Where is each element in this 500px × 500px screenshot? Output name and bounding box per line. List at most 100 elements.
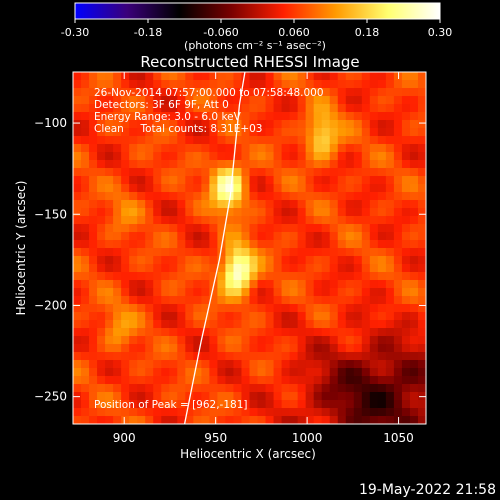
heatmap-cell [353, 384, 363, 393]
heatmap-cell [393, 344, 403, 353]
heatmap-cell [153, 328, 162, 337]
heatmap-cell [233, 344, 243, 353]
heatmap-cell [329, 104, 339, 113]
heatmap-cell [177, 368, 186, 377]
heatmap-cell [353, 288, 363, 297]
heatmap-cell [241, 288, 251, 297]
heatmap-cell [401, 128, 411, 137]
heatmap-cell [73, 360, 82, 369]
heatmap-cell [73, 272, 82, 281]
heatmap-cell [129, 88, 138, 97]
heatmap-cell [201, 304, 210, 313]
heatmap-cell [161, 256, 170, 265]
heatmap-cell [409, 120, 419, 129]
heatmap-cell [321, 224, 331, 233]
heatmap-cell [305, 256, 315, 265]
heatmap-cell [81, 192, 90, 201]
heatmap-cell [97, 272, 106, 281]
heatmap-cell [217, 112, 227, 121]
heatmap-cell [89, 408, 98, 417]
heatmap-cell [113, 408, 122, 417]
heatmap-cell [241, 376, 251, 385]
heatmap-cell [177, 224, 186, 233]
heatmap-cell [297, 104, 307, 113]
heatmap-cell [345, 304, 355, 313]
heatmap-cell [297, 224, 307, 233]
heatmap-cell [161, 200, 170, 209]
x-tick-label: 950 [204, 431, 227, 445]
heatmap-cell [113, 192, 122, 201]
colorbar-tick-label: -0.30 [61, 26, 89, 39]
heatmap-cell [393, 80, 403, 89]
heatmap-cell [297, 136, 307, 145]
heatmap-cell [281, 312, 291, 321]
heatmap-cell [321, 104, 331, 113]
heatmap-cell [409, 144, 419, 153]
heatmap-cell [297, 88, 307, 97]
heatmap-cell [97, 336, 106, 345]
heatmap-cell [305, 320, 315, 329]
heatmap-cell [81, 392, 90, 401]
heatmap-cell [217, 296, 227, 305]
heatmap-cell [385, 176, 395, 185]
heatmap-cell [169, 200, 178, 209]
heatmap-cell [329, 192, 339, 201]
heatmap-cell [345, 280, 355, 289]
heatmap-cell [361, 264, 371, 273]
heatmap-cell [417, 176, 426, 185]
heatmap-cell [225, 104, 235, 113]
heatmap-cell [273, 88, 283, 97]
heatmap-cell [193, 368, 202, 377]
heatmap-cell [137, 232, 146, 241]
heatmap-cell [201, 288, 210, 297]
heatmap-cell [361, 104, 371, 113]
heatmap-cell [417, 240, 426, 249]
heatmap-cell [225, 160, 235, 169]
heatmap-cell [121, 184, 130, 193]
heatmap-cell [385, 392, 395, 401]
heatmap-cell [377, 144, 387, 153]
heatmap-cell [257, 216, 267, 225]
heatmap-cell [233, 144, 243, 153]
heatmap-cell [153, 136, 162, 145]
heatmap-cell [177, 280, 186, 289]
heatmap-cell [137, 328, 146, 337]
heatmap-cell [73, 152, 82, 161]
heatmap-cell [281, 248, 291, 257]
heatmap-cell [217, 176, 227, 185]
heatmap-cell [273, 392, 283, 401]
heatmap-cell [105, 288, 114, 297]
heatmap-cell [113, 344, 122, 353]
heatmap-cell [89, 400, 98, 409]
heatmap-cell [217, 104, 227, 113]
heatmap-cell [225, 312, 235, 321]
heatmap-cell [153, 192, 162, 201]
heatmap-cell [337, 240, 347, 249]
heatmap-cell [409, 208, 419, 217]
solar-limb-line [183, 72, 246, 424]
heatmap-cell [377, 224, 387, 233]
heatmap-cell [169, 120, 178, 129]
heatmap-cell [273, 376, 283, 385]
heatmap-cell [385, 384, 395, 393]
heatmap-cell [209, 152, 219, 161]
heatmap-cell [73, 88, 82, 97]
heatmap-cell [217, 400, 227, 409]
heatmap-cell [161, 144, 170, 153]
heatmap-cell [121, 368, 130, 377]
heatmap-cell [265, 120, 275, 129]
heatmap-cell [225, 272, 235, 281]
heatmap-cell [169, 304, 178, 313]
heatmap-cell [289, 200, 299, 209]
heatmap-cell [409, 216, 419, 225]
heatmap-cell [289, 232, 299, 241]
heatmap-cell [369, 216, 379, 225]
heatmap-cell [369, 168, 379, 177]
heatmap-cell [177, 144, 186, 153]
heatmap-cell [393, 312, 403, 321]
heatmap-cell [313, 72, 323, 81]
heatmap-cell [313, 224, 323, 233]
heatmap-cell [361, 280, 371, 289]
heatmap-cell [97, 304, 106, 313]
heatmap-cell [201, 408, 210, 417]
